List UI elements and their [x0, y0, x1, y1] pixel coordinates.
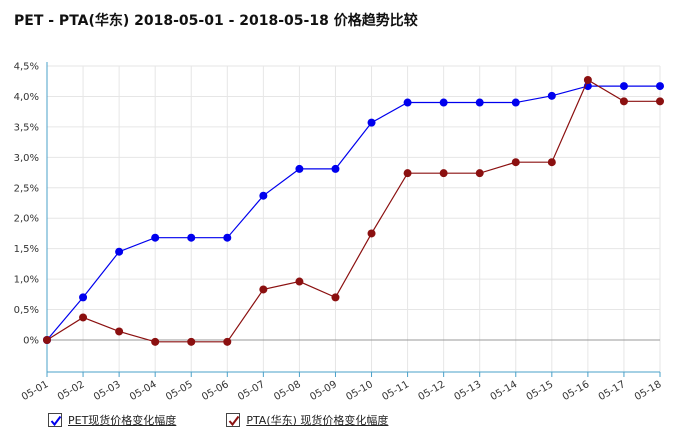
- x-tick-label: 05-03: [92, 379, 123, 403]
- x-tick-label: 05-06: [200, 379, 231, 403]
- y-tick-label: 1,0%: [14, 275, 39, 286]
- data-point-0: [151, 233, 160, 242]
- x-tick-label: 05-13: [453, 379, 484, 403]
- y-tick-label: 2,0%: [14, 214, 39, 225]
- y-tick-label: 3,0%: [14, 153, 39, 164]
- y-tick-label: 0%: [23, 336, 39, 347]
- data-point-1: [511, 158, 520, 167]
- x-tick-label: 05-16: [561, 379, 592, 403]
- x-tick-label: 05-08: [272, 379, 303, 403]
- data-point-0: [511, 98, 520, 107]
- x-tick-label: 05-01: [20, 379, 51, 403]
- x-tick-label: 05-17: [597, 379, 628, 403]
- x-tick-label: 05-05: [164, 379, 195, 403]
- data-point-0: [475, 98, 484, 107]
- data-point-1: [223, 337, 232, 346]
- x-tick-label: 05-07: [236, 379, 267, 403]
- y-tick-label: 0,5%: [14, 305, 39, 316]
- data-point-0: [115, 247, 124, 256]
- y-tick-label: 4,0%: [14, 92, 39, 103]
- data-point-1: [547, 158, 556, 167]
- data-point-1: [295, 277, 304, 286]
- data-point-1: [259, 285, 268, 294]
- y-tick-label: 1,5%: [14, 244, 39, 255]
- x-tick-label: 05-09: [308, 379, 339, 403]
- y-tick-label: 4,5%: [14, 62, 39, 73]
- data-point-0: [439, 98, 448, 107]
- chart-title: PET - PTA(华东) 2018-05-01 - 2018-05-18 价格…: [14, 13, 418, 29]
- y-tick-label: 3,5%: [14, 122, 39, 133]
- data-point-1: [79, 313, 88, 322]
- data-point-1: [187, 337, 196, 346]
- data-point-1: [475, 169, 484, 178]
- y-tick-label: 2,5%: [14, 183, 39, 194]
- legend-label-pet: PET现货价格变化幅度: [68, 414, 177, 427]
- x-tick-label: 05-12: [416, 379, 447, 403]
- legend-label-pta: PTA(华东) 现货价格变化幅度: [246, 414, 389, 427]
- checkbox-checked-icon[interactable]: [226, 413, 241, 427]
- data-point-0: [619, 82, 628, 91]
- data-point-1: [43, 336, 51, 344]
- data-point-0: [295, 164, 304, 173]
- data-point-0: [187, 233, 196, 242]
- data-point-0: [259, 191, 268, 200]
- data-point-1: [656, 97, 664, 106]
- x-tick-label: 05-18: [633, 379, 664, 403]
- data-point-0: [547, 91, 556, 100]
- x-tick-label: 05-14: [489, 379, 520, 403]
- checkbox-checked-icon[interactable]: [48, 413, 62, 427]
- x-tick-label: 05-04: [128, 379, 159, 403]
- legend: PET现货价格变化幅度 PTA(华东) 现货价格变化幅度: [48, 412, 388, 428]
- x-tick-label: 05-11: [380, 379, 411, 403]
- legend-item-pet[interactable]: PET现货价格变化幅度: [48, 412, 176, 428]
- legend-item-pta[interactable]: PTA(华东) 现货价格变化幅度: [226, 412, 388, 428]
- data-point-0: [656, 82, 664, 91]
- series-line-1: [46, 79, 660, 343]
- data-point-1: [331, 293, 340, 302]
- data-point-1: [367, 229, 376, 238]
- series-line-0: [46, 85, 660, 341]
- data-point-0: [367, 118, 376, 127]
- data-point-1: [115, 327, 124, 336]
- data-point-1: [619, 97, 628, 106]
- x-tick-label: 05-10: [344, 379, 375, 403]
- data-point-0: [223, 233, 232, 242]
- data-point-0: [79, 293, 88, 302]
- data-point-1: [151, 337, 160, 346]
- data-point-1: [403, 169, 412, 178]
- data-point-0: [403, 98, 412, 107]
- x-tick-label: 05-15: [525, 379, 556, 403]
- data-point-1: [439, 169, 448, 178]
- data-point-0: [331, 164, 340, 173]
- data-point-1: [583, 76, 592, 85]
- x-tick-label: 05-02: [56, 379, 87, 403]
